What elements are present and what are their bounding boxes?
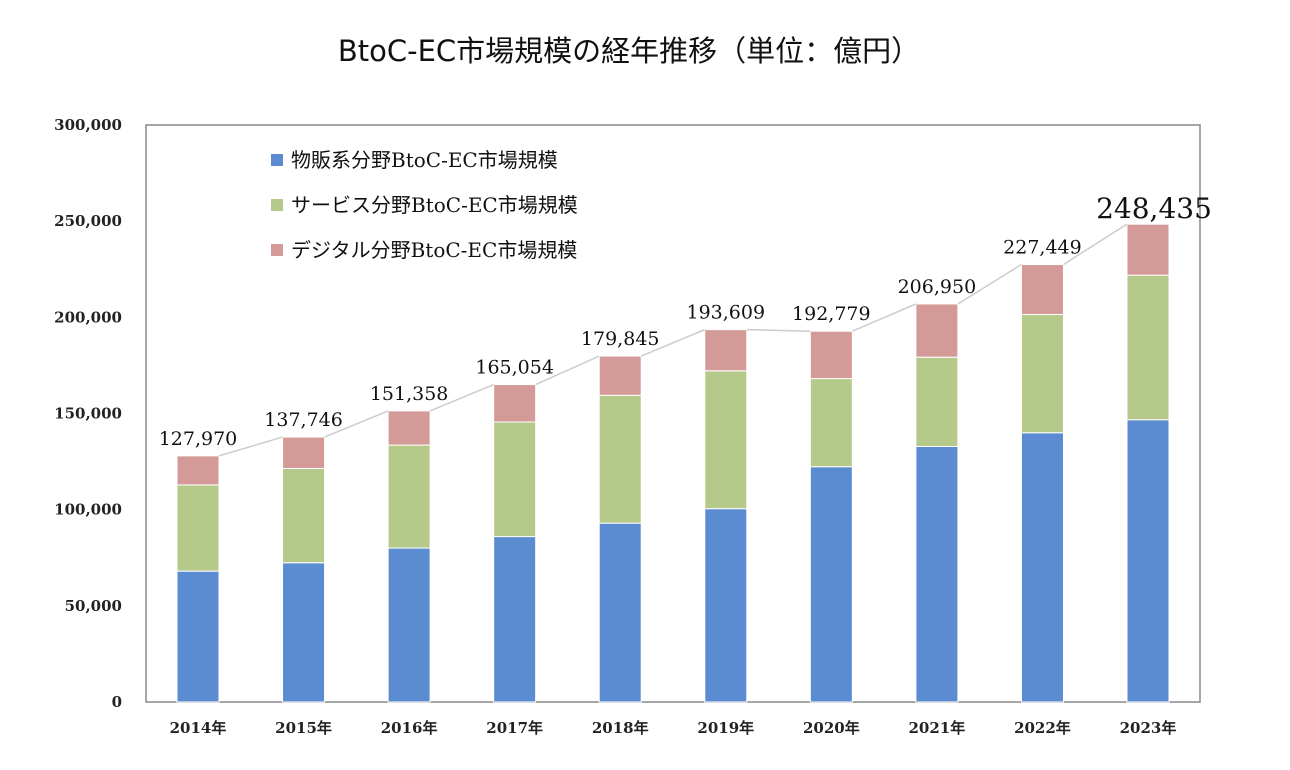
y-tick-label: 300,000: [54, 116, 122, 134]
total-connector-line-5: [640, 328, 706, 357]
y-tick-label: 100,000: [54, 501, 122, 519]
y-tick-label: 250,000: [54, 212, 122, 230]
bar-segment-2-2020年: [809, 378, 853, 468]
bar-segment-1-2015年: [282, 562, 326, 703]
total-value-label: 227,449: [1003, 237, 1082, 259]
plot-area-frame: [145, 124, 1201, 703]
bar-segment-1-2017年: [493, 536, 537, 703]
x-tick-label: 2014年: [170, 719, 227, 737]
total-value-label: 248,435: [1096, 192, 1212, 225]
bar-segment-3-2016年: [387, 410, 431, 446]
total-connector-line-7: [852, 303, 917, 332]
x-tick-label: 2019年: [697, 719, 754, 737]
x-tick-label: 2017年: [486, 719, 543, 737]
bar-segment-2-2019年: [704, 370, 748, 510]
total-connector-line-6: [746, 328, 811, 332]
total-connector-line-2: [324, 410, 389, 438]
total-connector-line-4: [535, 355, 600, 386]
x-tick-label: 2022年: [1014, 719, 1071, 737]
bar-segment-1-2016年: [387, 547, 431, 703]
legend-label-2: サービス分野BtoC-EC市場規模: [291, 193, 578, 217]
bar-segment-2-2023年: [1126, 274, 1170, 421]
bar-segment-2-2018年: [598, 394, 642, 524]
y-tick-label: 150,000: [54, 405, 122, 423]
x-tick-label: 2016年: [381, 719, 438, 737]
bar-segment-3-2018年: [598, 355, 642, 396]
total-value-label: 206,950: [898, 276, 977, 298]
legend: 物販系分野BtoC-EC市場規模サービス分野BtoC-EC市場規模デジタル分野B…: [271, 148, 578, 262]
y-tick-label: 200,000: [54, 308, 122, 326]
x-axis: 2014年 2015年 2016年 2017年 2018年 2019年 2020年 2021年…: [170, 719, 1177, 737]
bar-segment-3-2022年: [1020, 264, 1064, 315]
total-connector-line-8: [957, 263, 1022, 305]
total-connector-line-1: [218, 436, 283, 457]
bar-segment-1-2020年: [809, 466, 853, 703]
total-labels-group: 127,970 137,746 151,358 165,054 179,845 193,6…: [159, 192, 1212, 450]
y-axis: 0 50,000 100,000 150,000 200,000 250,000 300,0…: [54, 116, 122, 711]
total-value-label: 127,970: [159, 428, 238, 450]
x-tick-label: 2020年: [803, 719, 860, 737]
bar-segment-3-2023年: [1126, 223, 1170, 276]
bar-segment-3-2017年: [493, 384, 537, 423]
x-tick-label: 2021年: [909, 719, 966, 737]
bar-segment-3-2015年: [282, 436, 326, 469]
bar-segment-2-2014年: [176, 484, 220, 572]
total-value-label: 179,845: [581, 328, 660, 350]
bar-segment-1-2019年: [704, 508, 748, 703]
legend-label-3: デジタル分野BtoC-EC市場規模: [291, 238, 577, 262]
x-tick-label: 2023年: [1120, 719, 1177, 737]
bar-segment-2-2017年: [493, 421, 537, 538]
bar-segment-3-2014年: [176, 455, 220, 486]
bar-segment-2-2016年: [387, 444, 431, 549]
legend-label-1: 物販系分野BtoC-EC市場規模: [291, 148, 558, 172]
y-tick-label: 0: [112, 693, 122, 711]
total-value-label: 193,609: [686, 302, 765, 324]
bar-group: [176, 223, 1170, 703]
bar-segment-1-2014年: [176, 570, 220, 703]
bar-segment-2-2015年: [282, 467, 326, 564]
chart-title: BtoC-EC市場規模の経年推移（単位：億円）: [337, 34, 921, 68]
bar-segment-3-2021年: [915, 303, 959, 358]
x-tick-label: 2015年: [275, 719, 332, 737]
total-value-label: 192,779: [792, 303, 871, 325]
bar-segment-2-2021年: [915, 356, 959, 447]
legend-swatch-1: [271, 154, 283, 166]
total-value-label: 137,746: [264, 409, 343, 431]
y-tick-label: 50,000: [65, 597, 122, 615]
bar-segment-1-2023年: [1126, 419, 1170, 703]
bar-segment-3-2019年: [704, 329, 748, 372]
legend-swatch-2: [271, 199, 283, 211]
total-connector-line-9: [1063, 223, 1128, 266]
total-value-label: 165,054: [475, 357, 554, 379]
legend-swatch-3: [271, 244, 283, 256]
bar-segment-3-2020年: [809, 330, 853, 380]
bar-segment-1-2022年: [1020, 432, 1064, 703]
bar-segment-2-2022年: [1020, 313, 1064, 434]
total-connector-line-3: [429, 383, 494, 412]
bar-segment-1-2018年: [598, 522, 642, 703]
totals-line-group: [218, 223, 1128, 457]
total-value-label: 151,358: [370, 383, 449, 405]
x-tick-label: 2018年: [592, 719, 649, 737]
bar-segment-1-2021年: [915, 445, 959, 703]
